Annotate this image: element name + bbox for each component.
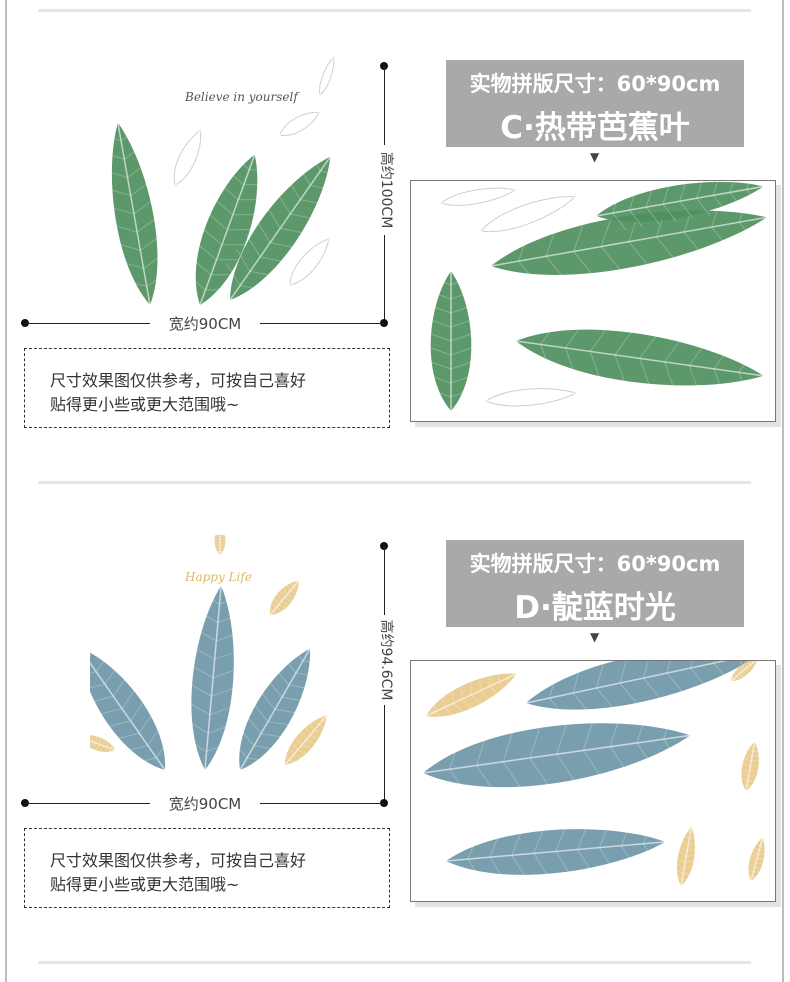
leaf (475, 383, 577, 410)
size-title: 实物拼版尺寸：60*90cm (469, 552, 721, 576)
product-name: C·热带芭蕉叶 (500, 110, 690, 146)
leaf (586, 181, 764, 231)
leaf (231, 642, 327, 780)
leaf (213, 525, 227, 565)
divider (38, 481, 751, 484)
leaf (412, 703, 691, 801)
leaf (277, 709, 334, 774)
arrow-down-icon: ▼ (590, 150, 600, 164)
leaf (270, 106, 322, 141)
preview-art: Happy Life (62, 525, 340, 795)
leaf (505, 317, 764, 404)
leaf (282, 234, 335, 294)
width-label: 宽约90CM (150, 313, 260, 334)
leaf (431, 182, 517, 210)
dimension-dot (380, 799, 388, 807)
leaf (744, 836, 770, 891)
height-label: 高约100CM (377, 145, 397, 235)
leaf (426, 271, 476, 421)
leaf (471, 187, 577, 237)
size-note-box: 尺寸效果图仅供参考，可按自己喜好 贴得更小些或更大范围哦~ (24, 348, 390, 428)
note-line: 尺寸效果图仅供参考，可按自己喜好 (50, 851, 307, 870)
leaf (722, 661, 762, 689)
leaf (62, 637, 172, 779)
height-label: 高约94.6CM (377, 615, 397, 705)
art-script-text: Happy Life (185, 570, 252, 584)
leaf (315, 56, 338, 105)
width-label: 宽约90CM (150, 793, 260, 814)
product-name: D·靛蓝时光 (514, 590, 676, 626)
dimension-dot (380, 319, 388, 327)
art-script-text: Believe in yourself (185, 90, 298, 104)
section-indigo-time: Happy Life 高约94.6CM 宽约90CM 尺寸效果图仅供参考，可按自… (0, 480, 790, 960)
product-sheet-image (410, 180, 776, 422)
leaf (169, 128, 209, 195)
preview-art: Believe in yourself (90, 55, 347, 315)
leaf (96, 122, 168, 315)
leaf (183, 585, 245, 781)
leaf (262, 575, 306, 624)
leaf (184, 151, 277, 315)
size-title: 实物拼版尺寸：60*90cm (469, 72, 721, 96)
section-tropical-banana-leaf: Believe in yourself 高约100CM 宽约90CM 尺寸效果图… (0, 0, 790, 480)
divider (38, 9, 751, 12)
leaf (672, 826, 701, 896)
page-border-left (5, 0, 7, 982)
leaf (223, 148, 347, 309)
leaf (516, 661, 761, 722)
leaf (435, 816, 666, 884)
leaf (416, 662, 520, 723)
divider (38, 961, 751, 964)
page-border-right (782, 0, 784, 982)
size-tag: 实物拼版尺寸：60*90cm C·热带芭蕉叶 (446, 60, 744, 147)
leaf (737, 741, 764, 801)
note-line: 尺寸效果图仅供参考，可按自己喜好 (50, 371, 307, 390)
size-tag: 实物拼版尺寸：60*90cm D·靛蓝时光 (446, 540, 744, 627)
leaf (481, 189, 767, 289)
size-note-box: 尺寸效果图仅供参考，可按自己喜好 贴得更小些或更大范围哦~ (24, 828, 390, 908)
product-sheet-image (410, 660, 776, 902)
note-line: 贴得更小些或更大范围哦~ (50, 395, 240, 414)
note-line: 贴得更小些或更大范围哦~ (50, 875, 240, 894)
arrow-down-icon: ▼ (590, 630, 600, 644)
